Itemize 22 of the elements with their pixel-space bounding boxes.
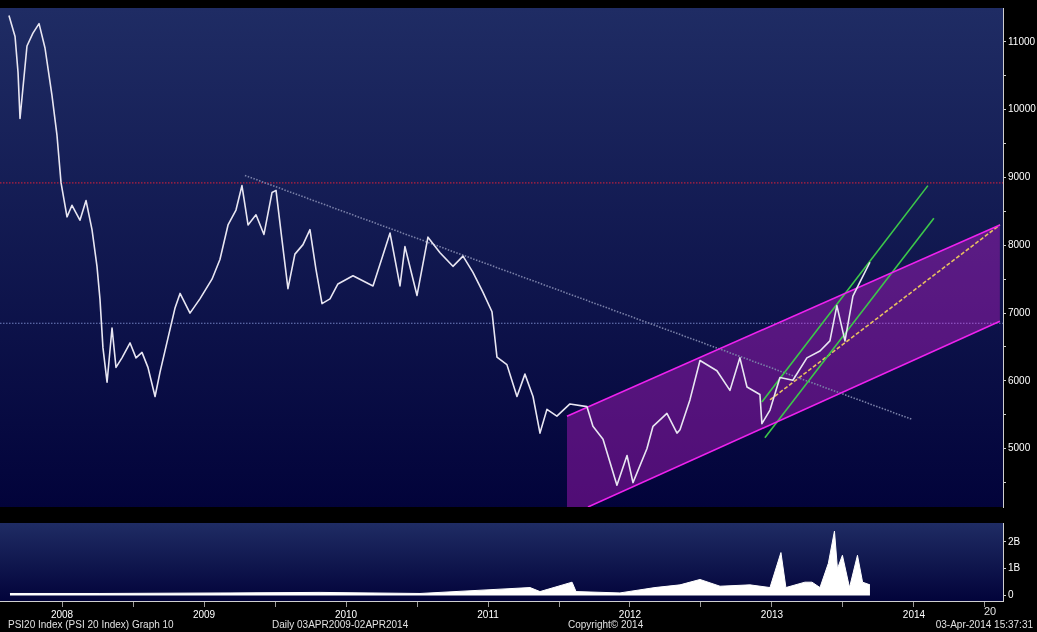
y-tick-label: 6000 [1008,374,1031,386]
y-tick-label: 5000 [1008,442,1031,454]
text: 03-Apr-2014 15:37:31 [935,619,1033,631]
text: PSI20 Index (PSI 20 Index) Graph 10 [8,619,174,631]
x-tick-label: 2011 [477,608,500,620]
y-tick-label: 8000 [1008,239,1031,251]
y-tick-label: 7000 [1008,306,1031,318]
y-tick-label: 9000 [1008,171,1031,183]
x-tick-label: 2009 [192,608,216,620]
y-tick-label: 11000 [1008,35,1036,47]
y-tick-label: 0 [1008,589,1014,601]
x-tick-label: 2013 [760,608,784,620]
x-tick-label: 2012 [618,608,642,620]
y-tick-label: 10000 [1008,103,1037,115]
y-tick-label: 1B [1008,562,1021,574]
x-tick-label: 2014 [902,608,926,620]
text: 20 [984,605,997,617]
x-tick-label: 2008 [50,608,74,620]
text: Copyright© 2014 [568,619,644,631]
text: Daily 03APR2009-02APR2014 [272,619,409,631]
y-tick-label: 2B [1008,535,1021,547]
x-tick-label: 2010 [334,608,358,620]
